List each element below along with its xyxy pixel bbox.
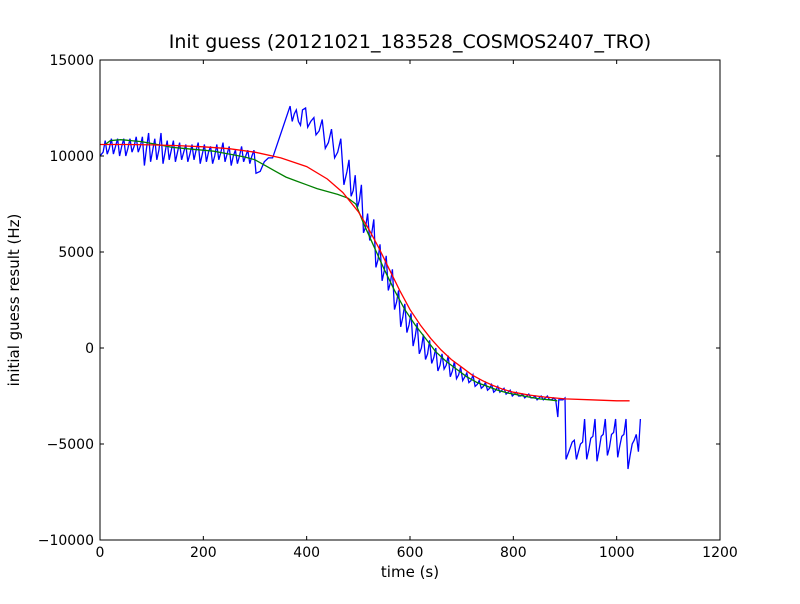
x-tick-label: 0 [96, 545, 105, 561]
x-tick-label: 1000 [599, 545, 635, 561]
x-tick-label: 1200 [702, 545, 738, 561]
y-tick-label: 15000 [49, 53, 94, 69]
x-tick-label: 800 [500, 545, 527, 561]
y-tick-label: 10000 [49, 149, 94, 165]
x-ticks: 0 200 400 600 800 1000 1200 [96, 60, 738, 561]
y-ticks: 15000 10000 5000 0 −5000 −10000 [38, 53, 720, 549]
y-tick-label: −5000 [47, 437, 94, 453]
series-line-2 [104, 139, 558, 402]
y-tick-label: 0 [85, 341, 94, 357]
x-tick-label: 400 [293, 545, 320, 561]
y-tick-label: 5000 [58, 245, 94, 261]
x-tick-label: 200 [190, 545, 217, 561]
x-tick-label: 600 [397, 545, 424, 561]
chart-title: Init guess (20121021_183528_COSMOS2407_T… [169, 31, 651, 53]
y-tick-label: −10000 [38, 533, 94, 549]
x-axis-label: time (s) [381, 563, 439, 581]
series-layer [99, 105, 642, 470]
series-line-3 [100, 143, 630, 402]
y-axis-label: initial guess result (Hz) [5, 214, 23, 387]
